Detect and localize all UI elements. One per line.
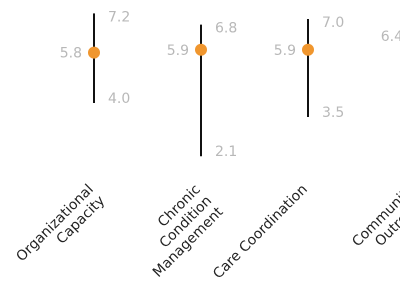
mean-label: 5.9 <box>274 43 296 59</box>
category-label: CommunityOutreach <box>349 182 400 262</box>
mean-dot <box>195 43 207 56</box>
mean-dot <box>302 43 314 56</box>
category-label: ChronicConditionManagement <box>127 181 227 281</box>
mean-dot <box>88 46 100 59</box>
mean-label: 5.9 <box>167 43 189 59</box>
low-label: 3.5 <box>322 105 344 121</box>
category-line: Care Coordination <box>210 182 311 283</box>
category-label: Care Coordination <box>210 182 311 283</box>
mean-label: 5.8 <box>60 46 82 62</box>
category-label: OrganizationalCapacity <box>13 182 108 277</box>
high-label: 7.2 <box>108 9 130 25</box>
high-label: 6.8 <box>215 21 237 37</box>
low-label: 4.0 <box>108 91 130 107</box>
mean-label: 6.4 <box>381 29 400 45</box>
low-label: 2.1 <box>215 144 237 160</box>
high-label: 7.0 <box>322 15 344 31</box>
